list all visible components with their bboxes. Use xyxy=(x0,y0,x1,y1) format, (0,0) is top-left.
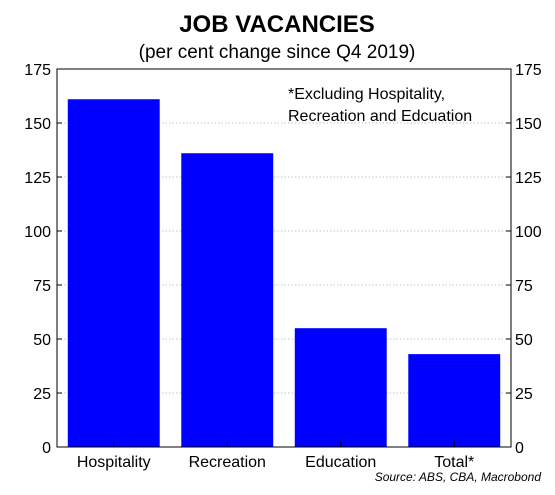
right-tick-label: 100 xyxy=(515,224,542,241)
right-tick-label: 150 xyxy=(515,116,542,133)
left-tick-label: 175 xyxy=(24,62,51,79)
left-tick-label: 25 xyxy=(33,386,51,403)
category-labels: Hospitality Recreation Education Total* xyxy=(77,454,474,471)
annotation-line-1: *Excluding Hospitality, xyxy=(288,86,445,103)
left-tick-label: 150 xyxy=(24,116,51,133)
category-label: Hospitality xyxy=(77,454,151,471)
bar-education xyxy=(294,328,387,447)
right-tick-label: 75 xyxy=(515,278,533,295)
left-tick-label: 100 xyxy=(24,224,51,241)
left-tick-label: 125 xyxy=(24,170,51,187)
chart-subtitle: (per cent change since Q4 2019) xyxy=(139,42,416,63)
bar-recreation xyxy=(181,153,274,448)
left-tick-label: 50 xyxy=(33,332,51,349)
bars xyxy=(67,99,501,448)
category-label: Recreation xyxy=(189,454,266,471)
right-tick-label: 0 xyxy=(515,440,524,457)
chart-title: JOB VACANCIES xyxy=(179,11,375,38)
category-label: Total* xyxy=(434,454,474,471)
annotation-line-2: Recreation and Edcuation xyxy=(288,108,472,125)
right-tick-label: 50 xyxy=(515,332,533,349)
category-label: Education xyxy=(305,454,376,471)
bar-hospitality xyxy=(67,99,160,448)
right-tick-label: 125 xyxy=(515,170,542,187)
right-tick-label: 175 xyxy=(515,62,542,79)
bar-total xyxy=(408,354,501,447)
right-tick-label: 25 xyxy=(515,386,533,403)
source-note: Source: ABS, CBA, Macrobond xyxy=(375,470,542,484)
left-tick-label: 75 xyxy=(33,278,51,295)
axis-ticks: 0 0 25 25 50 50 75 75 100 100 125 125 150 150 175 175 xyxy=(24,62,542,457)
left-tick-label: 0 xyxy=(42,440,51,457)
plot-frame xyxy=(56,68,512,448)
